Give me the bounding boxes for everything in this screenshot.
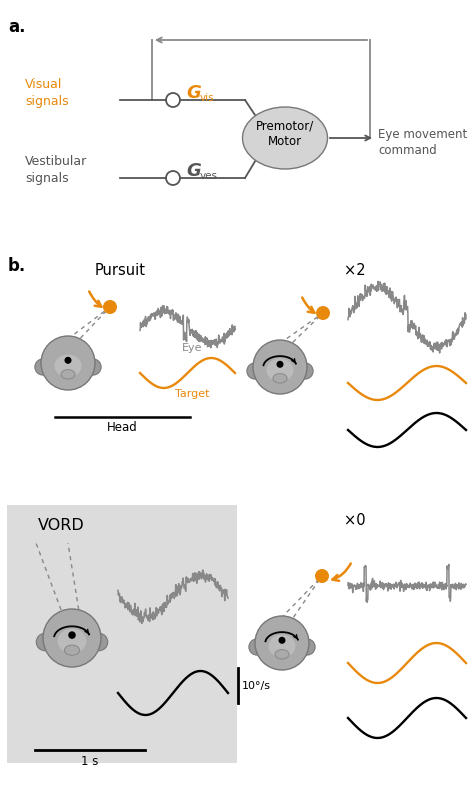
Text: G: G (186, 162, 201, 180)
Text: Visual
signals: Visual signals (25, 78, 69, 108)
Text: ×0: ×0 (344, 513, 366, 528)
Circle shape (36, 634, 54, 650)
Circle shape (279, 637, 285, 644)
Text: Eye: Eye (182, 343, 202, 353)
Circle shape (253, 340, 307, 394)
Circle shape (85, 359, 101, 375)
Text: Vestibular
signals: Vestibular signals (25, 155, 87, 184)
Text: G: G (186, 84, 201, 102)
Text: a.: a. (8, 18, 26, 36)
Ellipse shape (266, 359, 293, 382)
Text: VORD: VORD (38, 518, 85, 533)
Ellipse shape (273, 374, 287, 383)
Ellipse shape (55, 355, 82, 378)
Text: Eye movement
command: Eye movement command (378, 128, 467, 157)
Text: Head: Head (107, 421, 137, 434)
Circle shape (247, 363, 263, 379)
Circle shape (64, 357, 72, 363)
Ellipse shape (243, 107, 328, 169)
Circle shape (297, 363, 313, 379)
Text: Premotor/
Motor: Premotor/ Motor (256, 120, 314, 148)
Text: Pursuit: Pursuit (94, 263, 146, 278)
Ellipse shape (275, 650, 289, 659)
Text: 10°/s: 10°/s (242, 681, 271, 690)
Circle shape (299, 639, 315, 655)
Circle shape (276, 361, 283, 367)
Circle shape (255, 616, 309, 670)
Circle shape (43, 609, 101, 667)
Ellipse shape (64, 645, 80, 655)
Circle shape (316, 306, 330, 320)
Circle shape (249, 639, 265, 655)
Ellipse shape (61, 370, 75, 379)
Text: 1 s: 1 s (82, 755, 99, 768)
Circle shape (315, 569, 329, 583)
Text: b.: b. (8, 257, 26, 275)
Circle shape (41, 336, 95, 390)
Circle shape (103, 300, 117, 314)
Circle shape (35, 359, 51, 375)
Text: ×2: ×2 (344, 263, 366, 278)
Circle shape (68, 631, 76, 639)
Ellipse shape (57, 629, 86, 654)
Text: vis: vis (200, 93, 215, 103)
Text: Target: Target (175, 389, 209, 399)
Text: ves: ves (200, 171, 218, 181)
Ellipse shape (268, 634, 295, 658)
FancyBboxPatch shape (7, 505, 237, 763)
Circle shape (91, 634, 108, 650)
